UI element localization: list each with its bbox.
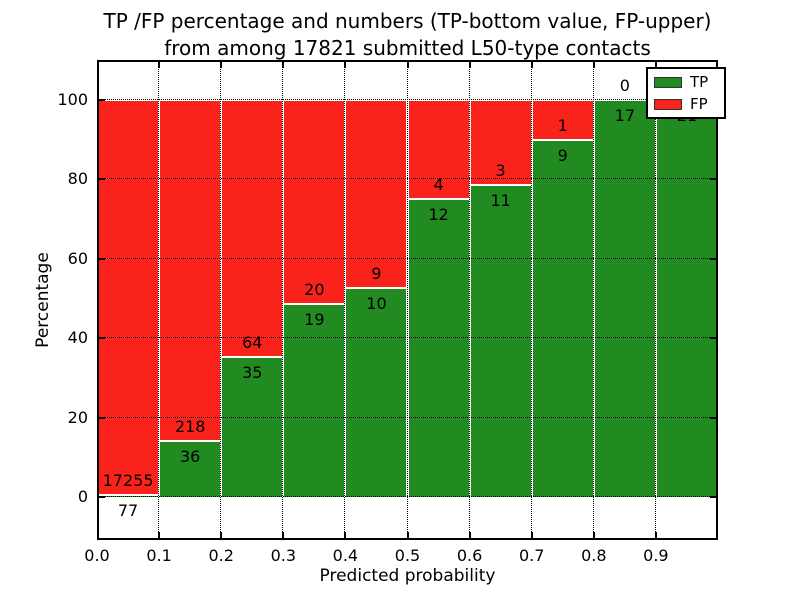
y-tick-mark (97, 416, 105, 419)
bar-segment-tp (469, 185, 532, 497)
chart-title: TP /FP percentage and numbers (TP-bottom… (97, 8, 718, 62)
tp-count-label: 19 (304, 309, 325, 329)
chart-title-line1: TP /FP percentage and numbers (TP-bottom… (103, 9, 712, 33)
x-tick-label: 0.3 (270, 546, 297, 565)
x-axis-label: Predicted probability (319, 566, 496, 586)
fp-count-label: 9 (371, 264, 382, 284)
x-tick-mark (530, 532, 533, 540)
fp-count-label: 218 (174, 416, 206, 436)
y-tick-label: 20 (67, 407, 88, 427)
x-tick-label: 0.2 (208, 546, 234, 565)
fp-color-swatch (654, 98, 682, 110)
x-tick-label: 0.9 (643, 546, 669, 565)
x-tick-mark-top (530, 60, 533, 68)
y-axis-label: Percentage (33, 252, 53, 348)
x-tick-mark (592, 532, 595, 540)
x-tick-label: 0.8 (581, 546, 607, 565)
x-tick-mark (468, 532, 471, 540)
bar-segment-fp (407, 100, 470, 200)
tp-count-label: 10 (366, 294, 387, 314)
tp-count-label: 12 (428, 205, 449, 225)
bar-segment-fp (159, 100, 222, 441)
tick-marks-layer (97, 60, 718, 540)
x-tick-label: 0.4 (332, 546, 359, 565)
bar-segment-tp (531, 139, 594, 497)
y-tick-label: 100 (57, 90, 88, 109)
x-tick-label: 0.1 (146, 546, 172, 565)
y-tick-label: 80 (67, 169, 88, 189)
bar-segment-fp (345, 100, 408, 289)
x-tick-mark-top (406, 60, 409, 68)
legend-item-tp: TP (654, 74, 720, 90)
y-tick-label: 0 (77, 487, 88, 506)
x-tick-label: 0.7 (518, 546, 545, 565)
y-tick-label: 40 (67, 328, 88, 348)
plot-area: 172557721836643520199104123111901721 TP … (97, 60, 726, 540)
x-tick-mark-top (158, 60, 161, 68)
x-tick-mark (406, 532, 409, 540)
bar-segment-tp (345, 288, 408, 497)
x-tick-mark (716, 532, 718, 540)
bar-segment-tp (283, 303, 346, 497)
x-tick-mark (220, 532, 223, 540)
x-tick-mark (97, 532, 99, 540)
bar-segment-fp (283, 100, 346, 304)
fp-count-label: 17255 (102, 471, 154, 491)
x-tick-label: 0.5 (394, 546, 421, 565)
y-tick-mark (97, 257, 105, 260)
x-tick-mark-top (282, 60, 285, 68)
tp-count-label: 11 (490, 191, 511, 211)
bar-segment-tp (593, 100, 656, 497)
chart-title-line2: from among 17821 submitted L50-type cont… (164, 36, 651, 60)
bar-segment-tp (159, 440, 222, 497)
x-tick-label: 0.6 (456, 546, 483, 565)
x-tick-mark-top (468, 60, 471, 68)
y-tick-mark-right (710, 416, 718, 419)
x-tick-mark-top (220, 60, 223, 68)
x-tick-mark-top (97, 60, 99, 68)
bar-segment-tp (407, 199, 470, 497)
tp-count-label: 35 (242, 362, 263, 382)
fp-count-label: 64 (242, 332, 263, 352)
y-tick-mark-right (710, 337, 718, 340)
legend-item-fp: FP (654, 96, 720, 112)
tp-color-swatch (654, 76, 682, 88)
x-tick-mark (344, 532, 347, 540)
y-tick-mark-right (710, 257, 718, 260)
fp-count-label: 3 (495, 161, 506, 181)
y-tick-mark (97, 99, 105, 101)
fp-count-label: 4 (433, 175, 444, 195)
y-tick-mark (97, 496, 105, 498)
y-tick-mark (97, 337, 105, 340)
fp-count-label: 0 (619, 76, 630, 95)
y-tick-mark (97, 178, 105, 181)
x-tick-mark (158, 532, 161, 540)
x-tick-mark-top (592, 60, 595, 68)
legend-label-fp: FP (690, 95, 708, 113)
legend-label-tp: TP (690, 73, 709, 91)
fp-count-label: 1 (557, 115, 568, 135)
bar-segment-fp (469, 100, 532, 186)
y-tick-label: 60 (67, 248, 88, 268)
fp-count-label: 20 (304, 279, 325, 299)
y-tick-mark-right (710, 178, 718, 181)
tp-count-label: 77 (117, 501, 139, 521)
bars-layer (97, 60, 718, 540)
tp-count-label: 36 (179, 446, 201, 466)
x-tick-mark-top (344, 60, 347, 68)
bar-segment-tp (655, 100, 718, 497)
tp-count-label: 17 (614, 106, 636, 125)
x-tick-label: 0.0 (84, 546, 110, 565)
x-tick-mark-top (654, 60, 657, 68)
x-tick-mark (654, 532, 657, 540)
legend: TP FP (646, 67, 726, 119)
tp-count-label: 9 (557, 145, 568, 165)
x-tick-mark (282, 532, 285, 540)
y-tick-mark-right (710, 496, 718, 498)
